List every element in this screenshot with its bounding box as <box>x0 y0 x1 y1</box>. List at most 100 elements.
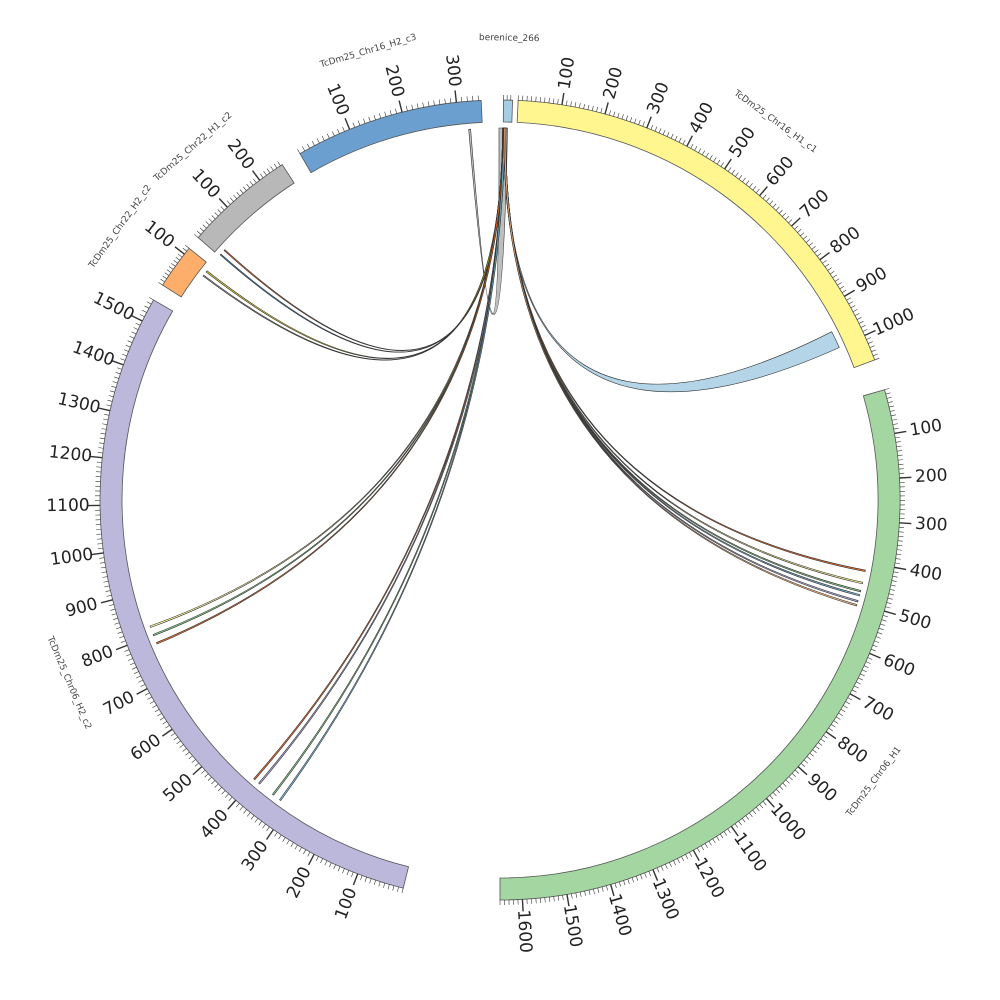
minor-tick <box>749 812 753 817</box>
minor-tick <box>99 557 105 559</box>
major-tick <box>825 731 837 740</box>
minor-tick <box>866 337 872 340</box>
minor-tick <box>669 862 672 868</box>
minor-tick <box>880 623 886 626</box>
minor-tick <box>273 163 278 169</box>
minor-tick <box>173 260 178 264</box>
minor-tick <box>263 171 267 176</box>
minor-tick <box>621 114 624 120</box>
minor-tick <box>797 228 802 233</box>
tick-label-h1: 800 <box>833 733 871 768</box>
minor-tick <box>888 405 894 408</box>
tick-label-h2c2: 1100 <box>46 496 90 517</box>
minor-tick <box>820 738 825 743</box>
minor-tick <box>670 133 674 139</box>
minor-tick <box>638 119 641 125</box>
minor-tick <box>698 148 702 153</box>
minor-tick <box>100 432 106 435</box>
minor-tick <box>337 866 341 872</box>
minor-tick <box>342 126 345 132</box>
tick-label-h1: 600 <box>880 650 918 681</box>
major-tick <box>344 117 351 130</box>
major-tick <box>894 430 907 435</box>
minor-tick <box>548 896 551 902</box>
minor-tick <box>258 821 262 826</box>
link-berenice-h2c2 <box>258 127 506 785</box>
minor-tick <box>803 759 809 764</box>
segments-layer <box>88 90 912 912</box>
minor-tick <box>892 575 898 578</box>
minor-tick <box>623 880 626 886</box>
minor-tick <box>557 895 560 901</box>
minor-tick <box>139 314 145 318</box>
major-tick <box>352 873 359 886</box>
segment-name-h2c3: TcDm25_Chr16_H2_c3 <box>318 33 418 71</box>
minor-tick <box>856 681 861 685</box>
minor-tick <box>214 212 219 217</box>
minor-tick <box>316 138 320 144</box>
minor-tick <box>597 887 600 893</box>
minor-tick <box>97 543 103 545</box>
link-h2c3-berenice <box>468 127 508 315</box>
minor-tick <box>709 155 713 160</box>
minor-tick <box>368 116 371 122</box>
minor-tick <box>254 818 259 823</box>
major-tick <box>251 170 261 181</box>
minor-tick <box>666 131 670 137</box>
minor-tick <box>328 862 332 868</box>
minor-tick <box>719 833 724 839</box>
minor-tick <box>854 685 859 689</box>
minor-tick <box>720 162 724 167</box>
minor-tick <box>249 181 254 186</box>
minor-tick <box>824 263 830 268</box>
minor-tick <box>874 357 880 361</box>
minor-tick <box>681 856 685 862</box>
major-tick <box>899 522 912 525</box>
tick-label-h1c1: 400 <box>685 99 718 137</box>
minor-tick <box>117 367 123 370</box>
link-berenice-h1c1 <box>503 127 840 392</box>
minor-tick <box>584 890 586 896</box>
tick-label-h2c2: 500 <box>159 770 197 807</box>
minor-tick <box>727 828 731 834</box>
tick-label-h1: 100 <box>908 416 943 441</box>
major-tick <box>265 829 274 840</box>
minor-tick <box>290 842 294 847</box>
minor-tick <box>658 128 662 134</box>
minor-tick <box>690 143 694 149</box>
minor-tick <box>648 871 651 877</box>
link-berenice-h2c2 <box>152 127 506 637</box>
minor-tick <box>185 751 190 756</box>
minor-tick <box>123 349 129 352</box>
minor-tick <box>593 888 595 894</box>
minor-tick <box>716 159 721 165</box>
major-tick <box>724 158 732 170</box>
minor-tick <box>893 427 899 430</box>
minor-tick <box>894 562 901 565</box>
link-berenice-h2c2 <box>272 127 506 796</box>
minor-tick <box>364 877 367 882</box>
minor-tick <box>745 180 750 185</box>
minor-tick <box>571 893 573 899</box>
minor-tick <box>106 404 112 407</box>
segment-h1 <box>499 389 901 901</box>
minor-tick <box>259 173 264 178</box>
minor-tick <box>544 897 546 903</box>
minor-tick <box>208 218 213 223</box>
minor-tick <box>566 100 568 106</box>
link-berenice-c22h1 <box>223 127 505 351</box>
minor-tick <box>673 860 676 866</box>
tick-label-h1: 700 <box>859 693 897 726</box>
minor-tick <box>217 209 222 214</box>
tick-label-h1: 1000 <box>766 799 810 845</box>
major-tick <box>218 198 228 208</box>
minor-tick <box>199 227 204 232</box>
minor-tick <box>294 844 298 850</box>
minor-tick <box>302 146 306 152</box>
minor-tick <box>102 423 108 425</box>
minor-tick <box>579 891 582 897</box>
minor-tick <box>794 769 799 774</box>
minor-tick <box>890 410 896 412</box>
tick-label-h1: 300 <box>915 514 949 536</box>
tick-label-h1: 1200 <box>690 854 728 902</box>
